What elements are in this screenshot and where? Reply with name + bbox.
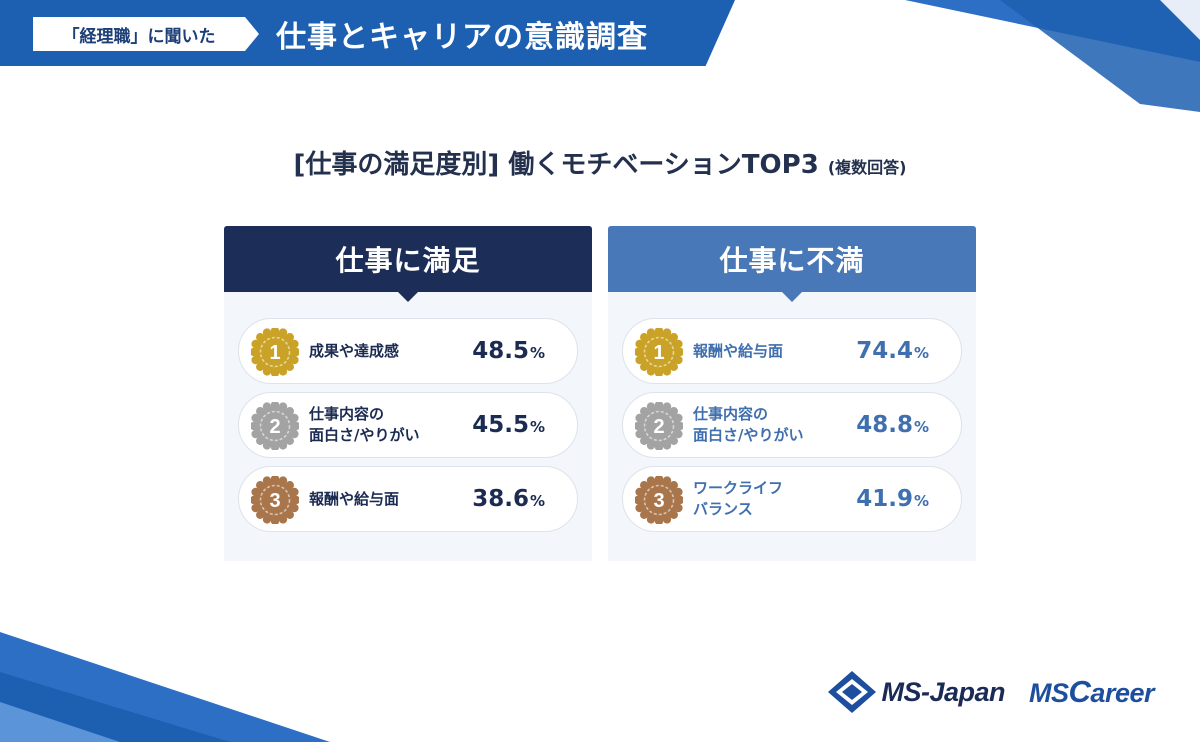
rank-number: 2	[653, 416, 664, 438]
item-value: 41.9%	[856, 467, 929, 531]
rank-number: 3	[269, 490, 280, 512]
item-value: 45.5%	[472, 393, 545, 457]
panel-title-dissatisfied: 仕事に不満	[719, 244, 865, 277]
item-label-line: 仕事内容の	[309, 405, 385, 423]
silver-medal-icon: 2	[251, 402, 299, 450]
item-value-number: 38.6	[472, 486, 529, 512]
item-label-line: 成果や達成感	[309, 341, 400, 360]
header-tag: 「経理職」に聞いた	[33, 17, 245, 51]
panel-satisfied: 仕事に満足 1 成果や達成感 48.5% 2 仕事内容の 面白さ/やりがい 45.5% 3 報酬…	[224, 226, 592, 561]
panel-pointer-dissatisfied	[782, 292, 802, 302]
ms-career-logo-ms: MS	[1029, 678, 1069, 708]
item-value: 38.6%	[472, 467, 545, 531]
item-value-unit: %	[913, 418, 929, 436]
item-value-unit: %	[529, 418, 545, 436]
bronze-medal-icon: 3	[635, 476, 683, 524]
rank-number: 3	[653, 490, 664, 512]
panel-header-satisfied: 仕事に満足	[224, 226, 592, 302]
item-value-unit: %	[913, 344, 929, 362]
rank-row: 1 報酬や給与面 74.4%	[622, 318, 962, 384]
item-label: 成果や達成感	[309, 319, 457, 383]
item-label-line: ワークライフ	[693, 479, 784, 497]
item-value-unit: %	[913, 492, 929, 510]
ms-career-logo-c: C	[1068, 674, 1091, 709]
silver-medal-icon: 2	[635, 402, 683, 450]
item-label-line: 報酬や給与面	[693, 341, 784, 360]
item-value-unit: %	[529, 492, 545, 510]
item-label: 報酬や給与面	[693, 319, 841, 383]
rank-row: 3 報酬や給与面 38.6%	[238, 466, 578, 532]
gold-medal-icon: 1	[251, 328, 299, 376]
gold-medal-icon: 1	[635, 328, 683, 376]
item-value-number: 48.5	[472, 338, 529, 364]
header-title: 仕事とキャリアの意識調査	[276, 20, 648, 55]
item-label: ワークライフ バランス	[693, 467, 841, 531]
item-label: 仕事内容の面白さ/やりがい	[309, 393, 457, 457]
rank-row: 1 成果や達成感 48.5%	[238, 318, 578, 384]
ms-japan-logo-icon	[827, 671, 876, 713]
item-value-number: 74.4	[856, 338, 913, 364]
rank-row: 2 仕事内容の 面白さ/やりがい 48.8%	[622, 392, 962, 458]
rank-number: 1	[269, 342, 280, 364]
panel-title-satisfied: 仕事に満足	[335, 244, 481, 277]
item-value-number: 45.5	[472, 412, 529, 438]
item-label-line: 仕事内容の	[693, 405, 769, 423]
item-label-line: 報酬や給与面	[309, 489, 400, 508]
panel-pointer-satisfied	[398, 292, 418, 302]
ms-career-logo: MSCareer	[1029, 674, 1154, 710]
ms-career-logo-rest: areer	[1090, 678, 1154, 708]
rank-number: 2	[269, 416, 280, 438]
panel-header-dissatisfied: 仕事に不満	[608, 226, 976, 302]
item-label-line: 面白さ/やりがい	[309, 426, 420, 444]
item-label-line: 面白さ/やりがい	[693, 426, 804, 444]
panel-dissatisfied: 仕事に不満 1 報酬や給与面 74.4% 2 仕事内容の 面白さ/やりがい 48.8% 3 ワー…	[608, 226, 976, 561]
chart-title-note: (複数回答)	[827, 158, 907, 177]
item-value: 48.5%	[472, 319, 545, 383]
rank-row: 3 ワークライフ バランス 41.9%	[622, 466, 962, 532]
item-value: 74.4%	[856, 319, 929, 383]
item-label: 仕事内容の面白さ/やりがい	[693, 393, 841, 457]
logos: MS-Japan MSCareer	[826, 670, 1154, 714]
item-label-line: バランス	[693, 500, 753, 518]
rank-row: 2 仕事内容の 面白さ/やりがい 45.5%	[238, 392, 578, 458]
item-value: 48.8%	[856, 393, 929, 457]
item-value-number: 48.8	[856, 412, 913, 438]
chart-title-text: [仕事の満足度別] 働くモチベーションTOP3	[293, 150, 819, 180]
item-value-unit: %	[529, 344, 545, 362]
item-value-number: 41.9	[856, 486, 913, 512]
header-tag-arrow	[245, 17, 259, 51]
rank-number: 1	[653, 342, 664, 364]
item-label: 報酬や給与面	[309, 467, 457, 531]
bronze-medal-icon: 3	[251, 476, 299, 524]
chart-title: [仕事の満足度別] 働くモチベーションTOP3 (複数回答)	[0, 144, 1200, 181]
ms-japan-logo-text: MS-Japan	[881, 676, 1006, 707]
